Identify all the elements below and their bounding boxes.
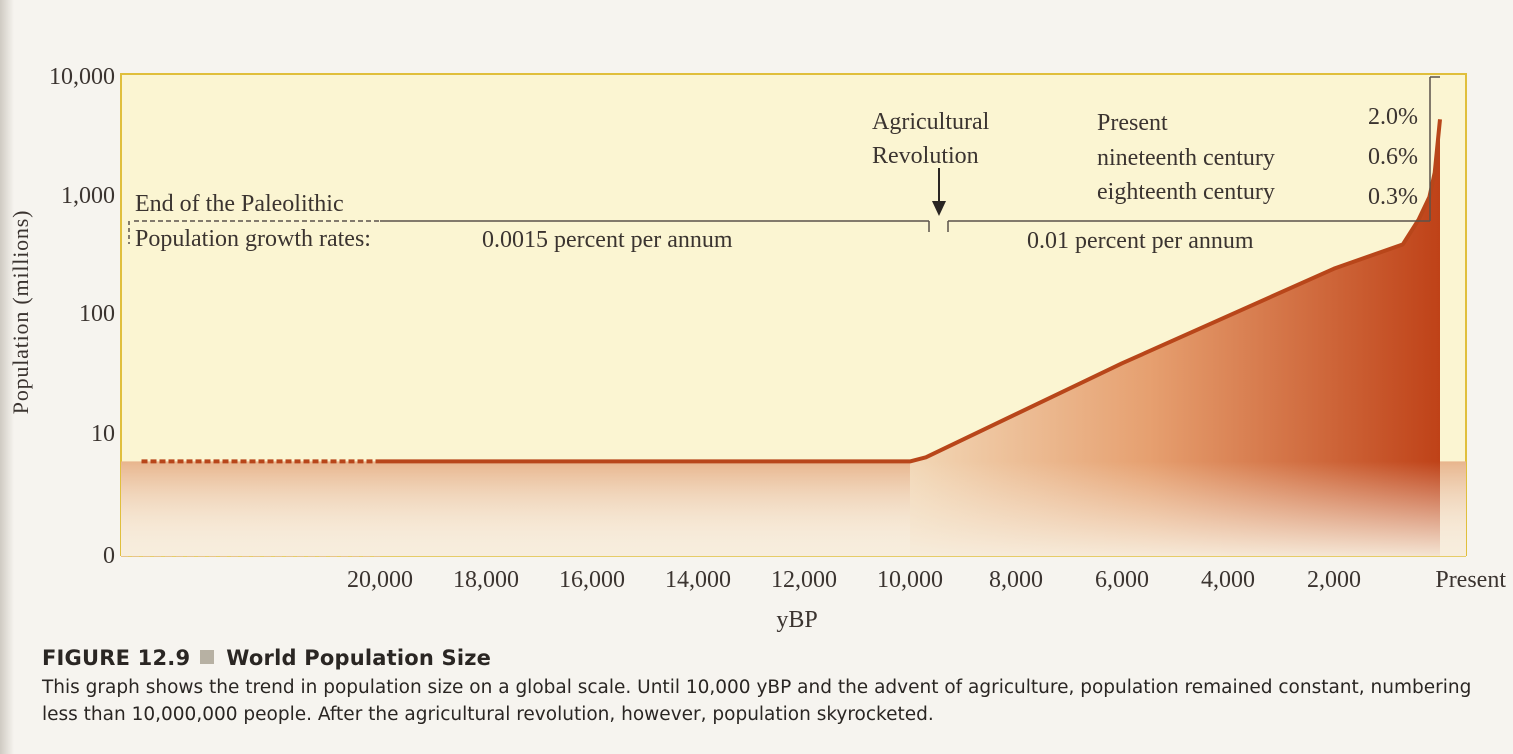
x-tick-2000: 2,000 [1307,567,1361,593]
figure-caption: FIGURE 12.9 World Population Size This gr… [42,646,1482,728]
end-paleolithic-label: End of the Paleolithic [135,191,344,217]
page-edge-shadow [0,0,14,754]
y-tick-0: 0 [103,543,115,569]
figure-title: World Population Size [226,646,492,670]
area-fade-overlay [121,461,1466,556]
population-chart: Population (millions) 10,000 1,000 100 1… [8,64,1506,633]
y-tick-100: 100 [79,301,115,327]
population-curve-line [380,119,1442,464]
x-tick-10000: 10,000 [877,567,943,593]
period-eighteenth-century: eighteenth century [1097,179,1275,205]
paleolithic-rate: 0.0015 percent per annum [482,227,733,253]
growth-rates-label: Population growth rates: [135,226,371,252]
x-tick-16000: 16,000 [559,567,625,593]
population-area [121,119,1466,557]
down-arrow-icon [932,168,946,216]
period-nineteenth-century: nineteenth century [1097,145,1275,171]
x-tick-12000: 12,000 [771,567,837,593]
x-tick-6000: 6,000 [1095,567,1149,593]
rate-eighteenth-century: 0.3% [1368,184,1418,210]
agricultural-revolution-line2: Revolution [872,143,979,169]
x-tick-8000: 8,000 [989,567,1043,593]
growth-area [910,119,1440,557]
x-tick-4000: 4,000 [1201,567,1255,593]
y-tick-10: 10 [91,421,115,447]
square-bullet-icon [200,650,215,664]
plot-frame [120,73,1467,556]
population-curve [141,119,1442,464]
rate-present: 2.0% [1368,104,1418,130]
y-axis-label: Population (millions) [8,210,33,414]
x-axis-label: yBP [776,607,817,633]
agricultural-rate: 0.01 percent per annum [1027,228,1254,254]
rate-nineteenth-century: 0.6% [1368,144,1418,170]
x-tick-present: Present [1435,567,1506,593]
x-tick-20000: 20,000 [347,567,413,593]
figure-number: FIGURE 12.9 [42,646,191,670]
caption-text: This graph shows the trend in population… [42,677,1472,725]
x-tick-14000: 14,000 [665,567,731,593]
y-tick-10000: 10,000 [49,64,115,90]
y-tick-1000: 1,000 [61,183,115,209]
agricultural-revolution-line1: Agricultural [872,109,990,135]
x-tick-18000: 18,000 [453,567,519,593]
caption-heading: FIGURE 12.9 World Population Size [42,646,1482,670]
period-present: Present [1097,110,1168,136]
